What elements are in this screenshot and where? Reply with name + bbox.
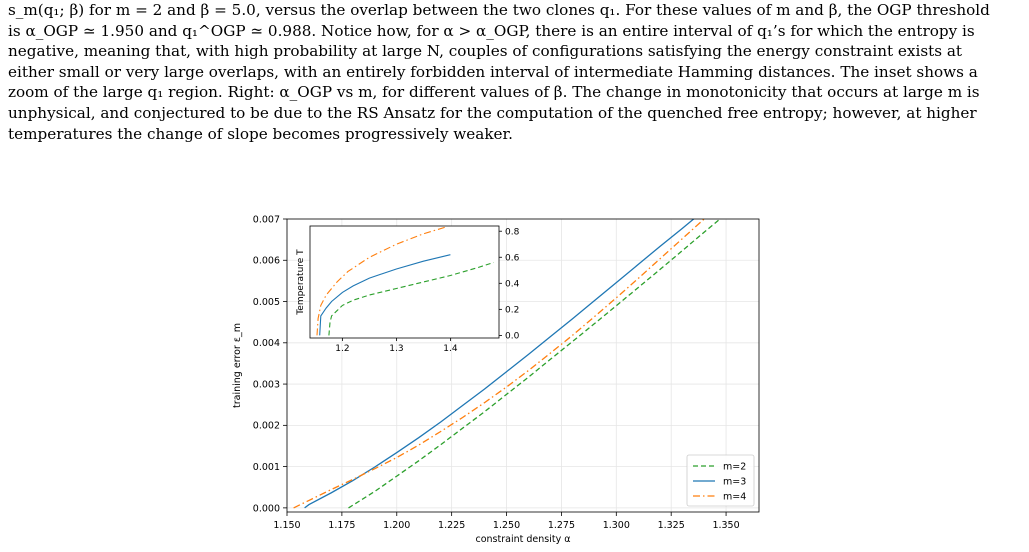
main-x-tick-label: 1.200	[383, 520, 410, 531]
caption-line: unphysical, and conjectured to be due to…	[8, 103, 977, 122]
main-x-tick-label: 1.225	[438, 520, 465, 531]
main-y-tick-label: 0.001	[253, 462, 280, 473]
series-line-m=3	[304, 219, 695, 509]
main-x-tick-label: 1.300	[603, 520, 630, 531]
inset-x-tick-label: 1.4	[443, 344, 458, 354]
inset-series-line-m=2	[328, 261, 494, 336]
caption-line: s_m(q₁; β) for m = 2 and β = 5.0, versus…	[8, 1, 990, 19]
main-y-tick-label: 0.000	[253, 503, 280, 514]
inset-y-tick-label: 0.6	[505, 253, 520, 263]
caption-line: negative, meaning that, with high probab…	[8, 42, 962, 61]
caption-line: either small or very large overlaps, wit…	[8, 62, 978, 81]
main-series-group	[293, 219, 722, 509]
figure-caption: s_m(q₁; β) for m = 2 and β = 5.0, versus…	[8, 0, 1020, 144]
legend-label-m=4: m=4	[723, 491, 746, 502]
main-y-tick-label: 0.003	[253, 379, 280, 390]
legend-box	[686, 454, 755, 507]
main-x-tick-label: 1.325	[658, 520, 685, 531]
inset-y-tick-label: 0.0	[505, 332, 520, 342]
series-line-m=4	[293, 219, 706, 509]
main-x-tick-label: 1.250	[493, 520, 520, 531]
caption-line: zoom of the large q₁ region. Right: α_OG…	[8, 83, 980, 102]
legend-label-m=3: m=3	[723, 476, 746, 487]
main-y-tick-label: 0.005	[253, 297, 280, 308]
inset-y-tick-label: 0.4	[505, 280, 520, 290]
inset-x-tick-label: 1.2	[335, 344, 349, 354]
main-y-tick-label: 0.004	[253, 338, 280, 349]
inset-plot-frame	[309, 225, 500, 339]
inset-y-tick-label: 0.8	[505, 227, 520, 237]
caption-line: is α_OGP ≃ 1.950 and q₁^OGP ≃ 0.988. Not…	[8, 21, 975, 40]
main-x-tick-label: 1.175	[328, 520, 355, 531]
inset-series-line-m=3	[319, 254, 451, 336]
inset-series-group	[316, 226, 494, 336]
inset-background	[310, 226, 499, 338]
main-x-tick-label: 1.350	[712, 520, 739, 531]
main-plot-frame	[286, 218, 760, 513]
main-y-tick-label: 0.006	[253, 256, 280, 267]
caption-line: temperatures the change of slope becomes…	[8, 124, 513, 143]
main-y-axis-label: training error ε_m	[232, 323, 243, 408]
main-x-tick-label: 1.150	[273, 520, 300, 531]
inset-y-axis-label: Temperature T	[296, 249, 306, 316]
main-y-tick-label: 0.002	[253, 421, 280, 432]
inset-x-tick-label: 1.3	[389, 344, 403, 354]
series-line-m=2	[348, 219, 722, 509]
legend-label-m=2: m=2	[723, 461, 746, 472]
main-y-tick-label: 0.007	[253, 214, 280, 225]
main-x-axis-label: constraint density α	[476, 534, 571, 545]
inset-y-tick-label: 0.2	[505, 306, 519, 316]
main-x-tick-label: 1.275	[548, 520, 575, 531]
